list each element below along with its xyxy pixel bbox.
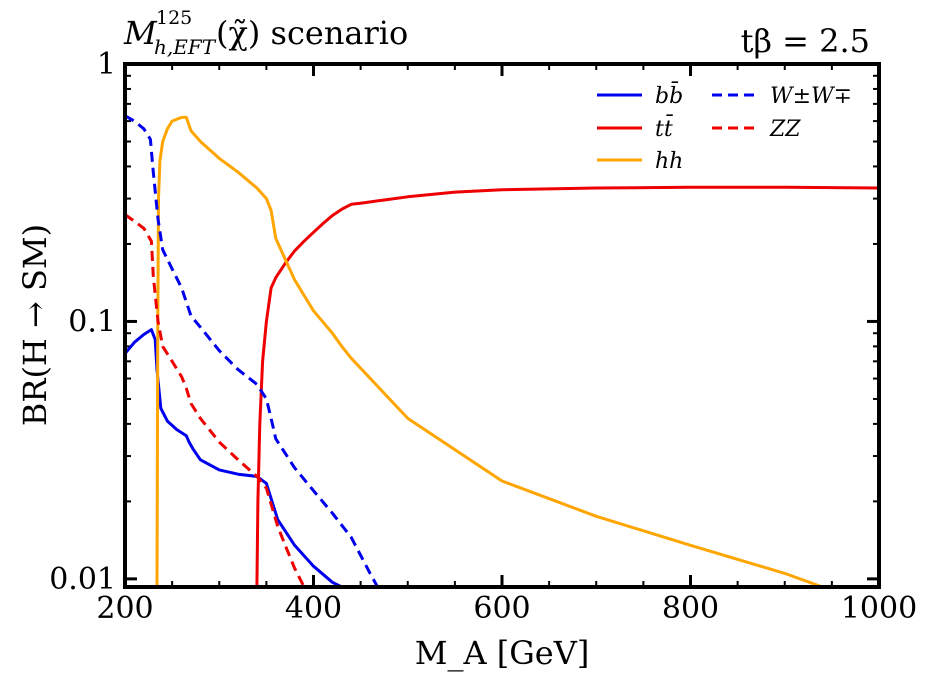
legend: bb̄ tt̄ hh W±W∓ ZZ [597, 81, 852, 174]
title-main: M [123, 14, 158, 52]
legend-label: hh [655, 149, 683, 174]
x-tick-label: 400 [285, 591, 342, 626]
series-line-3 [125, 114, 379, 587]
x-tick-label: 1000 [841, 591, 917, 626]
title-sub: h,EFT [154, 35, 217, 59]
plot-frame [123, 62, 881, 589]
x-tick-label: 800 [662, 591, 719, 626]
title-sup: 125 [156, 7, 192, 29]
legend-label: bb̄ [655, 81, 683, 109]
series-line-4 [125, 213, 306, 587]
y-axis-label: BR(H → SM) [16, 224, 54, 426]
series-line-2 [155, 115, 824, 587]
title-args: (χ̃) scenario [216, 14, 408, 52]
legend-label: W±W∓ [770, 84, 852, 109]
x-axis-label: M_A [GeV] [415, 634, 590, 672]
series-line-1 [255, 185, 879, 587]
x-tick-label: 600 [473, 591, 530, 626]
y-tick-label: 0.1 [68, 304, 116, 339]
x-tick-label: 200 [96, 591, 153, 626]
legend-label: tt̄ [655, 114, 674, 142]
x-tick-labels: 200 400 600 800 1000 [96, 591, 917, 626]
y-tick-label: 0.01 [49, 562, 116, 597]
legend-label: ZZ [769, 117, 801, 142]
series-layer [125, 114, 879, 587]
series-line-0 [125, 328, 343, 587]
chart-title: M 125 h,EFT (χ̃) scenario [123, 7, 408, 59]
y-tick-label: 1 [97, 47, 116, 82]
tanbeta-label: tβ = 2.5 [741, 22, 870, 60]
y-tick-labels: 0.01 0.1 1 [49, 47, 116, 597]
major-ticks [123, 62, 881, 587]
minor-ticks [125, 64, 879, 587]
